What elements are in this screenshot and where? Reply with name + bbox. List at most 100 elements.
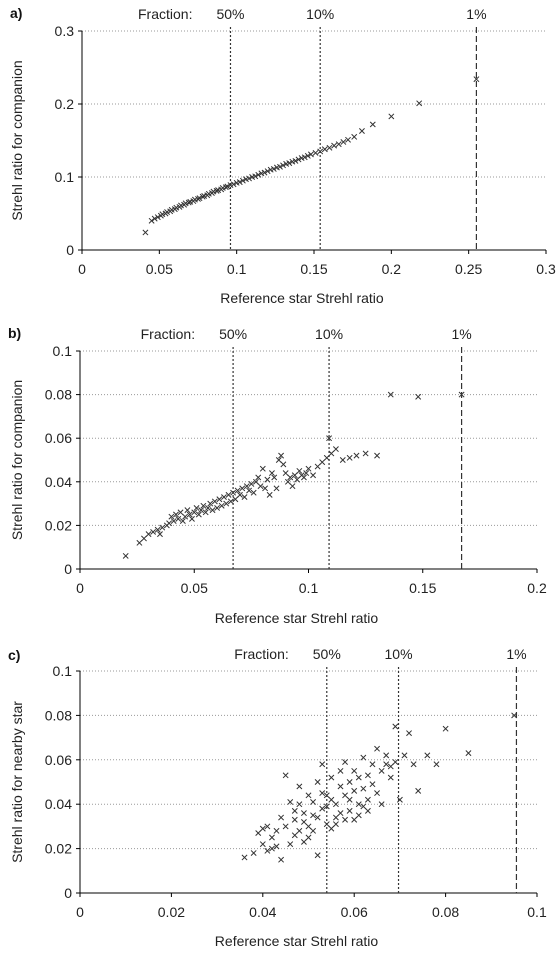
data-point (273, 485, 280, 492)
data-point (362, 450, 369, 457)
data-point (195, 195, 201, 202)
data-point (305, 823, 312, 830)
data-point (305, 834, 312, 841)
data-point (342, 759, 349, 765)
data-point (236, 491, 243, 498)
data-point (282, 772, 289, 779)
data-point (268, 834, 275, 841)
y-axis-label: Strehl ratio for companion (9, 60, 25, 220)
data-point (173, 511, 179, 518)
y-tick-label: 0.1 (53, 343, 73, 359)
data-point (345, 136, 351, 143)
data-point (241, 494, 248, 501)
y-tick-label: 0.04 (45, 474, 72, 490)
data-point (287, 474, 294, 481)
data-point (224, 183, 231, 190)
data-point (252, 478, 259, 485)
data-point (278, 452, 285, 459)
x-axis-label: Reference star Strehl ratio (220, 290, 384, 306)
data-point (266, 491, 273, 498)
data-point (387, 774, 394, 781)
data-point (252, 173, 259, 180)
data-point (416, 100, 423, 107)
data-point (227, 498, 234, 505)
data-point (392, 759, 399, 765)
data-point (358, 128, 365, 134)
data-point (295, 156, 302, 163)
data-point (339, 457, 346, 463)
y-tick-label: 0.02 (45, 841, 72, 857)
data-point (458, 391, 465, 398)
data-point (335, 141, 342, 148)
chart-panel-b: b) 0 0.02 0.04 0.06 0.08 0.1 0 0.05 0.1 0.15 0.2 Ref… (8, 325, 547, 626)
data-point (230, 489, 237, 496)
x-tick-label: 0.02 (158, 904, 185, 920)
x-tick-label: 0.2 (382, 261, 402, 277)
y-tick-label: 0.1 (55, 169, 75, 185)
data-point (170, 518, 177, 524)
data-points (241, 712, 518, 863)
data-point (189, 515, 195, 522)
data-point (154, 526, 161, 533)
x-tick-label: 0.2 (527, 580, 547, 596)
data-point (360, 785, 367, 792)
data-point (199, 193, 206, 200)
x-tick-label: 0.15 (300, 261, 327, 277)
data-point (328, 796, 335, 803)
data-point (250, 850, 257, 856)
data-point (326, 144, 333, 151)
data-point (378, 801, 385, 808)
panel-label: a) (10, 5, 22, 21)
x-tick-label: 0.15 (409, 580, 436, 596)
data-point (314, 463, 321, 470)
data-point (154, 214, 161, 221)
data-point (239, 177, 246, 184)
data-point (340, 139, 347, 145)
data-point (346, 807, 353, 814)
data-point (465, 750, 472, 757)
data-point (270, 166, 277, 172)
fraction-line-label: 1% (466, 6, 486, 22)
data-point (282, 470, 289, 477)
data-point (392, 723, 399, 730)
data-point (369, 121, 376, 128)
data-point (374, 452, 381, 459)
data-point (300, 838, 307, 845)
data-point (284, 478, 291, 485)
data-point (168, 513, 175, 520)
data-point (511, 712, 518, 719)
data-point (351, 133, 358, 140)
data-point (374, 790, 381, 797)
data-point (355, 812, 362, 819)
fraction-caption: Fraction: (141, 326, 195, 342)
data-point (207, 500, 214, 507)
data-point (287, 841, 294, 848)
data-point (317, 148, 324, 155)
data-point (221, 494, 227, 501)
chart-panel-c: c) 0 0.02 0.04 0.06 0.08 0.1 0 0.02 0.04 0.06 0.08 0… (8, 646, 547, 949)
y-axis-label: Strehl ratio for companion (9, 380, 25, 540)
x-tick-label: 0 (78, 261, 86, 277)
data-point (214, 505, 221, 511)
data-point (387, 391, 394, 398)
data-point (280, 461, 287, 468)
data-point (213, 187, 220, 194)
data-point (328, 774, 335, 781)
x-tick-label: 0.08 (432, 904, 459, 920)
data-point (239, 485, 246, 492)
data-point (246, 487, 253, 494)
data-point (218, 502, 225, 509)
data-point (122, 552, 129, 559)
data-point (291, 472, 298, 479)
data-point (296, 827, 303, 834)
data-point (261, 169, 268, 176)
data-point (185, 199, 192, 206)
data-point (326, 435, 333, 442)
y-tick-label: 0.08 (45, 387, 72, 403)
panel-label: b) (8, 325, 21, 341)
data-point (151, 215, 158, 222)
data-point (301, 154, 308, 161)
data-point (264, 168, 271, 175)
data-point (342, 792, 349, 799)
